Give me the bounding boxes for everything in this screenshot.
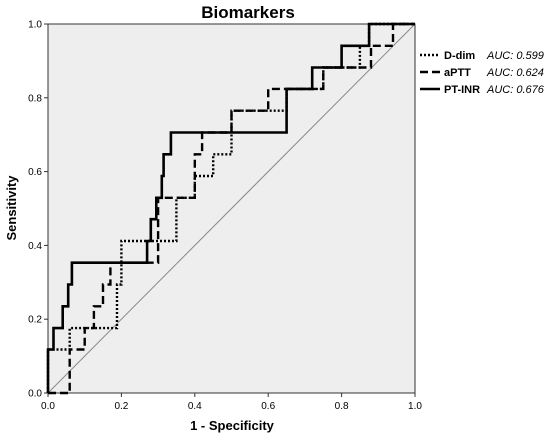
- y-tick-label: 1.0: [28, 20, 42, 31]
- x-tick-label: 0.8: [335, 401, 349, 412]
- x-axis-label: 1 - Specificity: [190, 418, 275, 433]
- y-axis-label: Sensitivity: [4, 175, 19, 241]
- legend: D-dim AUC: 0.599 aPTT AUC: 0.624 PT-INR AUC: …: [420, 50, 545, 96]
- chart-title: Biomarkers: [201, 3, 295, 22]
- x-tick-label: 0.2: [114, 401, 128, 412]
- reference-diagonal-line: [47, 23, 416, 394]
- y-tick-label: 0.6: [28, 167, 42, 178]
- legend-auc-value: AUC: 0.599: [486, 50, 544, 62]
- x-tick-label: 1.0: [408, 401, 422, 412]
- legend-series-name: PT-INR: [444, 84, 480, 96]
- series-line-d-dim: [46, 22, 415, 393]
- legend-auc-value: AUC: 0.624: [486, 67, 544, 79]
- y-tick-label: 0.0: [28, 389, 42, 400]
- x-tick-label: 0.4: [188, 401, 202, 412]
- series-line-pt-inr: [46, 22, 415, 393]
- reference-line-group: [47, 23, 416, 394]
- x-tick-label: 0.6: [261, 401, 275, 412]
- y-tick-label: 0.4: [28, 241, 42, 252]
- y-tick-label: 0.8: [28, 93, 42, 104]
- legend-series-name: aPTT: [444, 67, 471, 79]
- axis-ticks: 0.0 0.2 0.4 0.6 0.8 1.0 0.0 0.2 0.4 0.6 0.8 1.0: [28, 20, 422, 413]
- series-lines: [46, 22, 415, 395]
- x-tick-label: 0.0: [41, 401, 55, 412]
- y-tick-label: 0.2: [28, 315, 42, 326]
- legend-auc-value: AUC: 0.676: [486, 84, 545, 96]
- legend-series-name: D-dim: [444, 50, 475, 62]
